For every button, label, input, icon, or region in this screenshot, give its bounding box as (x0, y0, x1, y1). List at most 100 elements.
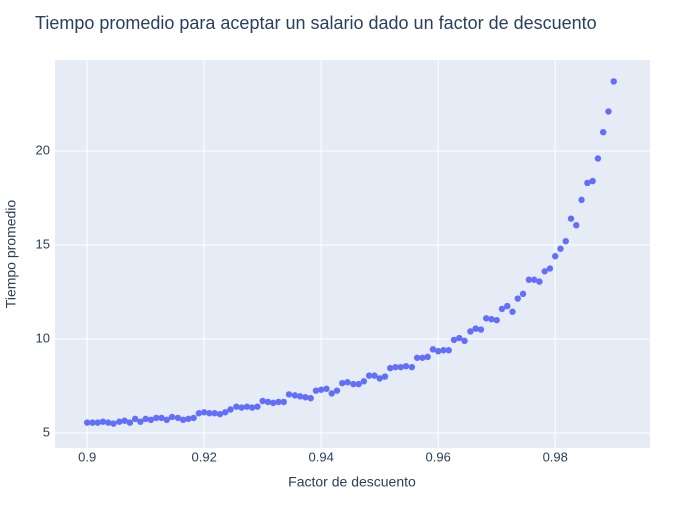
point (174, 414, 182, 422)
point (488, 316, 495, 323)
point (467, 328, 474, 335)
point (498, 305, 506, 313)
point (509, 308, 516, 315)
point (493, 316, 500, 324)
point (163, 416, 170, 424)
point (376, 375, 383, 382)
point (429, 346, 437, 353)
point (445, 347, 452, 354)
point (270, 399, 277, 407)
x-tick-label: 0.92 (192, 449, 217, 464)
point (296, 393, 304, 400)
point (121, 417, 128, 424)
point (456, 334, 463, 342)
point (530, 276, 538, 283)
point (195, 410, 203, 417)
point (599, 128, 607, 136)
point (589, 177, 596, 185)
point (402, 363, 410, 370)
point (83, 419, 91, 426)
point (142, 415, 149, 423)
point (317, 386, 325, 393)
point (477, 326, 485, 333)
point (387, 364, 394, 372)
point (562, 238, 569, 245)
point (557, 245, 564, 252)
point (285, 391, 293, 398)
point (280, 398, 287, 406)
point (514, 295, 521, 302)
point (536, 278, 543, 285)
point (519, 290, 527, 298)
chart-title: Tiempo promedio para aceptar un salario … (35, 13, 597, 33)
point (185, 415, 192, 423)
x-tick-label: 0.9 (78, 449, 96, 464)
point (573, 222, 580, 229)
point (248, 404, 256, 411)
point (323, 385, 330, 392)
x-tick-label: 0.96 (426, 449, 451, 464)
point (355, 380, 362, 388)
point (94, 419, 101, 426)
point (227, 406, 234, 413)
point (408, 363, 416, 371)
point (275, 398, 282, 406)
y-tick-label: 5 (43, 424, 50, 439)
point (605, 108, 612, 115)
y-tick-label: 15 (36, 236, 50, 251)
point (339, 379, 346, 387)
point (126, 419, 134, 426)
point (131, 415, 139, 423)
point (222, 409, 229, 416)
point (397, 363, 404, 371)
point (419, 354, 426, 361)
y-tick-label: 10 (36, 330, 50, 345)
x-axis-title: Factor de descuento (288, 474, 416, 490)
point (99, 418, 107, 425)
point (259, 397, 266, 405)
point (116, 418, 123, 425)
point (610, 78, 617, 85)
point (233, 403, 240, 410)
point (435, 347, 442, 355)
point (381, 373, 389, 380)
point (525, 276, 533, 283)
point (158, 414, 165, 422)
point (365, 372, 373, 379)
point (461, 337, 468, 345)
plot-area (55, 60, 650, 448)
point (424, 353, 431, 361)
point (254, 403, 261, 410)
point (541, 268, 548, 275)
point (333, 387, 341, 394)
x-tick-label: 0.94 (309, 449, 334, 464)
point (328, 390, 335, 397)
point (238, 404, 245, 411)
point (216, 410, 224, 418)
point (89, 419, 96, 426)
point (584, 179, 591, 187)
point (371, 372, 378, 379)
point (137, 418, 144, 425)
point (482, 315, 490, 322)
point (206, 410, 213, 417)
point (153, 414, 160, 422)
point (567, 215, 575, 222)
point (594, 155, 602, 162)
point (110, 420, 117, 427)
point (450, 336, 458, 344)
point (243, 403, 251, 410)
y-tick-label: 20 (36, 142, 50, 157)
point (546, 265, 554, 272)
point (291, 392, 299, 399)
point (179, 416, 187, 424)
point (168, 413, 176, 421)
point (578, 196, 585, 204)
point (413, 354, 421, 361)
point (200, 409, 208, 416)
point (211, 410, 218, 417)
point (440, 347, 447, 354)
point (105, 419, 112, 426)
point (307, 394, 314, 402)
